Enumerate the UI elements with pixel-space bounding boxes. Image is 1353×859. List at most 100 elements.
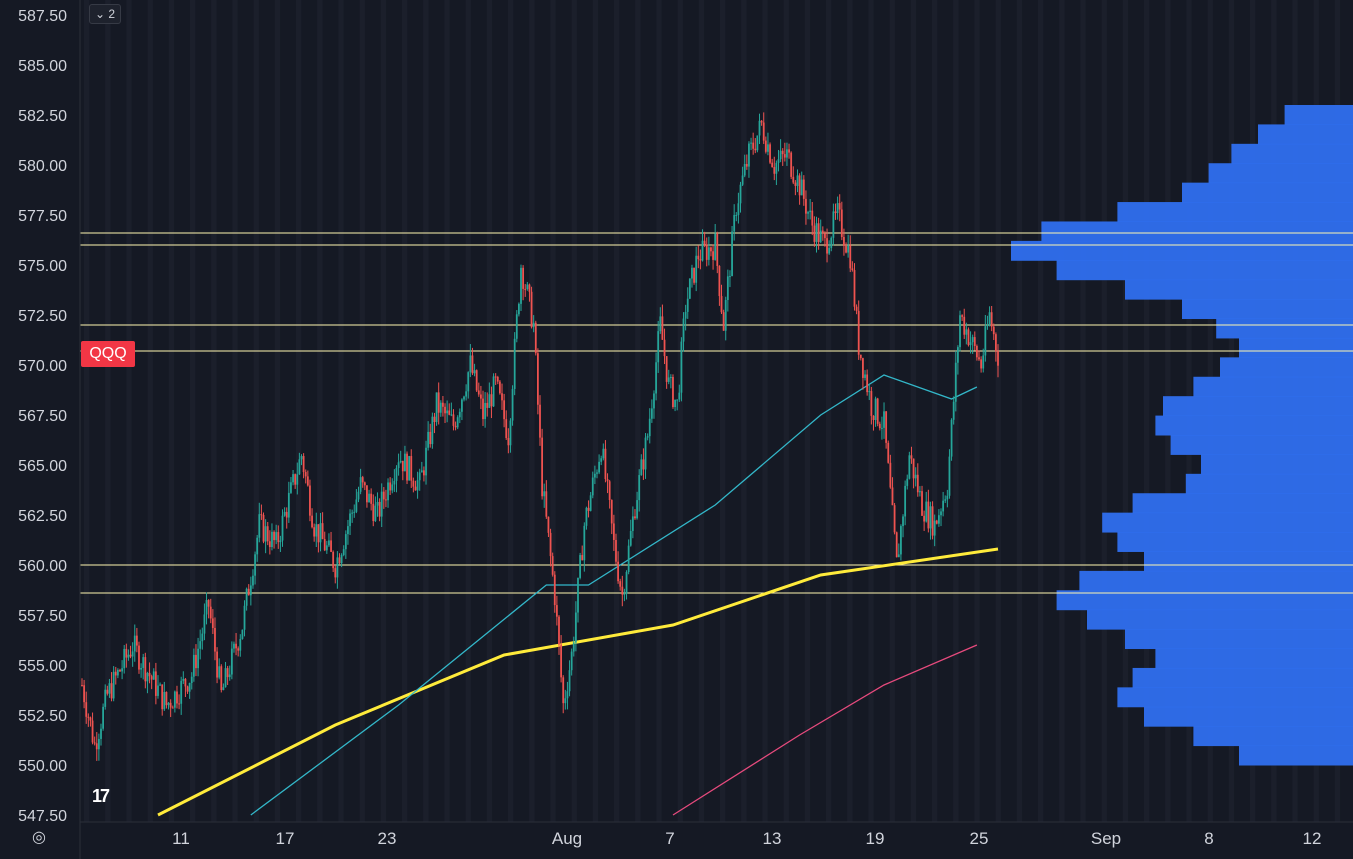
candle-body — [349, 513, 351, 527]
candle-body — [338, 557, 341, 564]
candle-body — [980, 359, 983, 369]
stripe — [635, 0, 641, 822]
candle-body — [256, 537, 259, 555]
candle-body — [811, 210, 814, 226]
candle-body — [404, 453, 406, 472]
stripe — [147, 0, 153, 822]
price-tick-label: 555.00 — [18, 658, 67, 675]
candle-body — [686, 298, 689, 312]
volume-profile-bar — [1182, 182, 1353, 203]
candle-body — [463, 396, 465, 400]
candle-body — [142, 657, 145, 668]
stripe — [359, 0, 365, 822]
candle-body — [266, 526, 269, 542]
candle-body — [465, 391, 468, 397]
candle-body — [762, 122, 765, 141]
candle-body — [93, 742, 96, 744]
time-axis[interactable]: 11 17 23 Aug 7 13 19 25 Sep 8 12 — [172, 829, 1321, 848]
volume-profile-bar — [1117, 532, 1353, 552]
candle-body — [243, 605, 246, 630]
candle-body — [372, 503, 375, 522]
gear-icon[interactable]: ◎ — [32, 829, 46, 846]
candle-body — [868, 391, 871, 393]
candle-body — [921, 491, 923, 516]
candle-body — [855, 306, 858, 311]
price-tick-label: 575.00 — [18, 258, 67, 275]
candle-body — [114, 671, 117, 676]
candle-body — [570, 651, 573, 671]
candle-body — [480, 394, 482, 399]
candle-body — [543, 491, 546, 497]
price-axis[interactable]: 587.50 585.00 582.50 580.00 577.50 575.00 572.… — [18, 8, 67, 825]
candle-body — [916, 474, 919, 493]
candle-body — [564, 698, 567, 704]
price-tick-label: 570.00 — [18, 358, 67, 375]
logo-text: 17 — [92, 786, 110, 806]
stripe — [402, 0, 408, 822]
candle-body — [347, 526, 349, 535]
candle-body — [796, 175, 799, 186]
candle-body — [872, 415, 875, 421]
candle-body — [560, 644, 563, 678]
candle-body — [615, 539, 617, 562]
candle-body — [355, 499, 358, 512]
candle-body — [315, 524, 318, 537]
candle-body — [254, 554, 256, 576]
candle-body — [813, 225, 816, 242]
price-axis-bg — [0, 0, 80, 859]
candle-body — [693, 267, 695, 283]
candle-body — [414, 486, 417, 491]
candle-body — [448, 410, 451, 415]
volume-profile-bar — [1258, 124, 1353, 145]
candle-body — [334, 568, 337, 578]
candle-body — [116, 669, 119, 676]
candle-body — [589, 495, 592, 511]
candle-body — [228, 674, 231, 678]
candle-body — [940, 511, 942, 516]
candle-body — [503, 400, 506, 420]
candle-body — [169, 702, 172, 708]
candle-body — [821, 230, 824, 234]
candle-body — [834, 211, 837, 214]
candle-body — [306, 476, 309, 486]
stripe — [550, 0, 556, 822]
candle-body — [81, 685, 83, 686]
stripe — [1122, 0, 1129, 822]
candle-body — [638, 475, 641, 501]
price-tick-label: 565.00 — [18, 458, 67, 475]
candle-body — [729, 276, 731, 278]
candle-body — [290, 482, 292, 493]
candle-body — [741, 175, 744, 185]
candle-body — [91, 720, 94, 743]
volume-profile-bar — [1125, 629, 1353, 650]
candle-body — [606, 479, 609, 482]
candle-body — [456, 417, 459, 428]
candle-body — [374, 505, 377, 522]
candle-body — [581, 555, 584, 561]
candle-body — [591, 477, 594, 496]
candle-body — [87, 716, 90, 718]
candle-body — [997, 351, 999, 366]
candle-body — [336, 557, 339, 578]
candle-body — [748, 143, 750, 167]
candle-body — [171, 707, 174, 709]
candle-body — [247, 588, 250, 596]
candle-body — [420, 470, 423, 473]
collapse-indicators-button[interactable]: ⌄ 2 — [89, 4, 121, 24]
candle-body — [562, 677, 565, 704]
stripe — [529, 0, 535, 822]
time-tick-label: Sep — [1091, 829, 1121, 848]
volume-profile-bar — [1163, 396, 1353, 417]
candle-body — [973, 337, 976, 346]
candle-body — [425, 447, 427, 476]
candle-body — [524, 288, 527, 290]
candle-body — [237, 648, 240, 651]
candle-body — [530, 291, 533, 328]
candle-body — [85, 702, 88, 717]
stripe — [1038, 0, 1044, 822]
candle-body — [697, 255, 700, 260]
candle-body — [475, 370, 478, 391]
candle-body — [188, 682, 191, 692]
candle-body — [775, 162, 778, 174]
